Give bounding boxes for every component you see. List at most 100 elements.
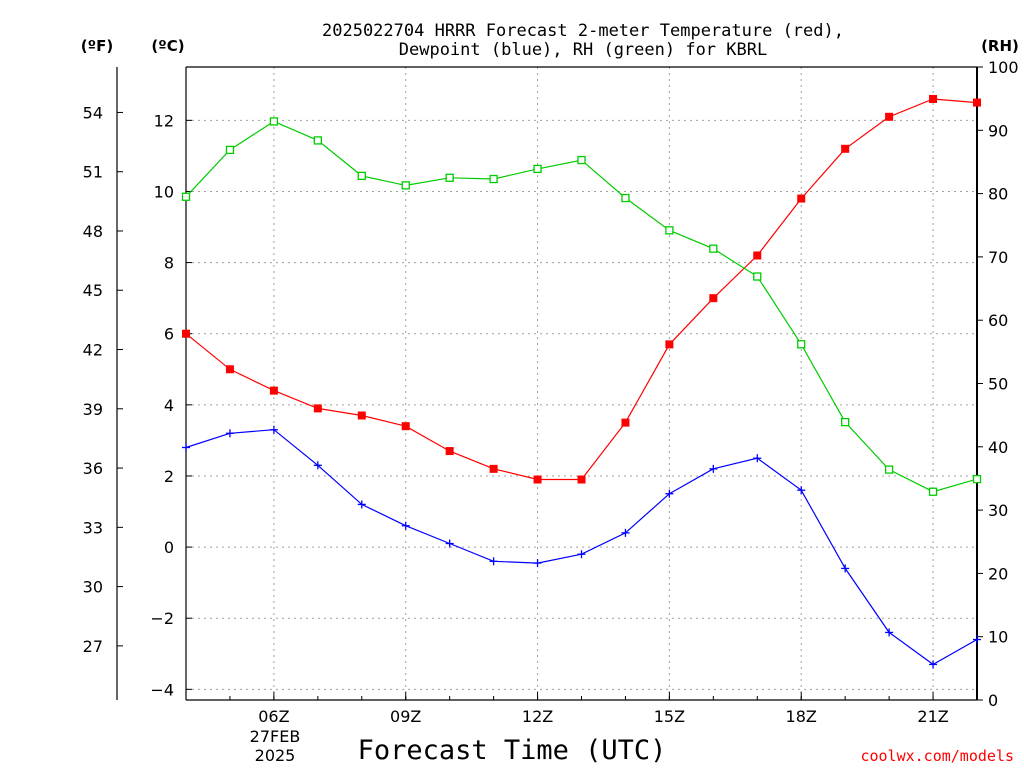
tick-label-rh: 60 [988, 311, 1008, 330]
data-point-temperature [665, 340, 674, 349]
data-point-dewpoint [665, 489, 674, 498]
data-point-temperature [313, 404, 322, 413]
chart-title-line-1: 2025022704 HRRR Forecast 2-meter Tempera… [322, 21, 844, 41]
data-point-dewpoint [841, 564, 850, 573]
tick-label-celsius: −4 [150, 680, 174, 699]
data-point-dewpoint [621, 528, 630, 537]
tick-label-rh: 100 [988, 58, 1019, 77]
date-label-day: 27FEB [250, 727, 301, 746]
data-point-dewpoint [489, 557, 498, 566]
tick-label-celsius: 0 [164, 538, 174, 557]
data-point-dewpoint [269, 425, 278, 434]
celsius-axis-ticks: −4 −2 0 2 4 6 8 10 12 [150, 111, 192, 699]
tick-label-time: 12Z [522, 707, 553, 726]
tick-label-time: 09Z [390, 707, 421, 726]
data-point-dewpoint [973, 635, 981, 644]
data-point-rh [709, 244, 718, 253]
data-point-rh [181, 192, 191, 201]
tick-label-rh: 20 [988, 564, 1008, 583]
tick-label-rh: 80 [988, 185, 1008, 204]
data-point-rh [357, 171, 366, 181]
data-point-dewpoint [357, 500, 366, 509]
data-point-dewpoint [753, 454, 762, 463]
series-line-rh [185, 120, 978, 493]
series-rh [181, 117, 982, 496]
axes [116, 66, 978, 701]
tick-label-fahrenheit: 45 [83, 281, 103, 300]
credit-text: coolwx.com/models [860, 747, 1014, 765]
tick-label-rh: 40 [988, 438, 1008, 457]
data-point-dewpoint [225, 429, 234, 438]
tick-label-fahrenheit: 27 [83, 637, 103, 656]
data-point-temperature [841, 144, 850, 153]
data-point-temperature [445, 447, 454, 456]
tick-label-time: 15Z [654, 707, 685, 726]
tick-label-rh: 30 [988, 501, 1008, 520]
tick-label-fahrenheit: 42 [83, 341, 103, 360]
tick-label-time: 21Z [917, 707, 948, 726]
data-point-rh [753, 272, 762, 281]
data-point-rh [884, 465, 894, 474]
data-point-dewpoint [401, 521, 410, 530]
tick-label-celsius: 12 [154, 111, 174, 130]
data-point-temperature [401, 422, 410, 431]
data-point-dewpoint [797, 486, 806, 495]
tick-label-time: 18Z [786, 707, 817, 726]
tick-label-celsius: 6 [164, 325, 174, 344]
data-point-temperature [269, 386, 278, 395]
data-point-temperature [973, 98, 981, 107]
data-point-rh [533, 164, 542, 174]
data-point-rh [313, 136, 322, 145]
data-point-rh [445, 173, 454, 182]
data-point-rh [665, 226, 674, 235]
data-point-dewpoint [709, 464, 718, 473]
fahrenheit-axis-ticks: 27 30 33 36 39 42 45 48 51 54 [83, 103, 123, 656]
data-point-dewpoint [929, 660, 938, 669]
data-series [181, 95, 982, 669]
data-point-temperature [709, 294, 718, 303]
tick-label-time: 06Z [258, 707, 289, 726]
tick-label-rh: 50 [988, 375, 1008, 394]
tick-label-rh: 10 [988, 628, 1008, 647]
data-point-temperature [797, 194, 806, 203]
data-point-temperature [885, 112, 894, 121]
data-point-rh [577, 155, 586, 165]
data-point-rh [621, 193, 630, 203]
data-point-dewpoint [577, 550, 586, 559]
tick-label-rh: 90 [988, 121, 1008, 140]
data-point-rh [797, 340, 806, 349]
chart-title-line-2: Dewpoint (blue), RH (green) for KBRL [399, 40, 767, 60]
tick-label-fahrenheit: 51 [83, 163, 103, 182]
data-point-temperature [753, 251, 762, 260]
tick-label-celsius: 2 [164, 467, 174, 486]
unit-label-celsius: (ºC) [151, 37, 184, 55]
data-point-dewpoint [182, 443, 190, 452]
data-point-temperature [533, 475, 542, 484]
data-point-rh [928, 487, 938, 496]
tick-label-fahrenheit: 54 [83, 103, 103, 122]
data-point-rh [489, 174, 498, 184]
data-point-dewpoint [885, 628, 894, 637]
data-point-rh [225, 145, 235, 155]
series-temperature [182, 95, 981, 484]
tick-label-rh: 0 [988, 691, 998, 710]
data-point-temperature [621, 418, 630, 427]
data-point-temperature [929, 95, 938, 104]
unit-label-rh: (RH) [981, 37, 1019, 55]
series-dewpoint [182, 425, 981, 669]
data-point-temperature [577, 475, 586, 484]
data-point-temperature [489, 464, 498, 473]
data-point-temperature [182, 329, 190, 338]
data-point-dewpoint [533, 559, 542, 568]
tick-label-fahrenheit: 39 [83, 400, 103, 419]
date-label-year: 2025 [255, 746, 296, 765]
tick-label-celsius: 8 [164, 254, 174, 273]
data-point-temperature [357, 411, 366, 420]
time-axis-ticks: 06Z 09Z 12Z 15Z 18Z 21Z [185, 692, 978, 726]
tick-label-fahrenheit: 30 [83, 578, 103, 597]
data-point-temperature [225, 365, 234, 374]
tick-label-fahrenheit: 33 [83, 518, 103, 537]
tick-label-fahrenheit: 36 [83, 459, 103, 478]
tick-label-fahrenheit: 48 [83, 222, 103, 241]
